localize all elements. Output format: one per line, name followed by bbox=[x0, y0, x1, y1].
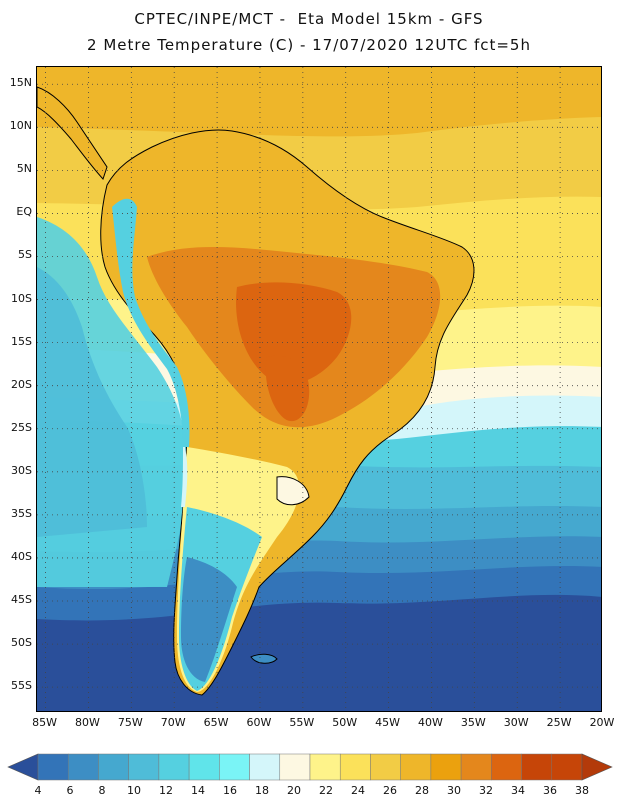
colorbar-box bbox=[551, 753, 583, 781]
colorbar-tick-label: 10 bbox=[127, 784, 141, 797]
colorbar-tick-label: 22 bbox=[319, 784, 333, 797]
colorbar-tick-label: 8 bbox=[98, 784, 106, 797]
lon-label: 75W bbox=[117, 716, 143, 729]
field-andes-ridge bbox=[112, 198, 190, 447]
lat-label: 5N bbox=[16, 162, 32, 176]
lon-label: 85W bbox=[32, 716, 57, 729]
lon-label: 50W bbox=[332, 716, 358, 729]
colorbar-left-arrow bbox=[7, 753, 39, 781]
colorbar-tick-label: 12 bbox=[159, 784, 173, 797]
falkland-islands bbox=[250, 653, 278, 664]
lat-label: 15N bbox=[9, 76, 32, 90]
lat-label: 45S bbox=[11, 593, 32, 607]
colorbar-box bbox=[37, 753, 69, 781]
colorbar-box bbox=[309, 753, 341, 781]
colorbar-box bbox=[400, 753, 432, 781]
colorbar-box bbox=[249, 753, 281, 781]
lon-label: 45W bbox=[375, 716, 401, 729]
colorbar-right-arrow bbox=[581, 753, 613, 781]
field-hot-pantanal bbox=[265, 355, 310, 422]
colorbar-tick-label: 4 bbox=[34, 784, 42, 797]
field-patagonia-cold bbox=[181, 557, 237, 682]
colorbar-tick-label: 28 bbox=[415, 784, 429, 797]
lon-label: 35W bbox=[460, 716, 486, 729]
colorbar-box bbox=[460, 753, 492, 781]
lat-label: 35S bbox=[11, 506, 32, 520]
lat-label: 25S bbox=[11, 420, 32, 434]
colorbar-tick-label: 26 bbox=[383, 784, 397, 797]
colorbar-boxes bbox=[7, 753, 613, 781]
field-pacific-cooler bbox=[37, 267, 147, 537]
lat-label: 55S bbox=[11, 679, 32, 693]
uruguay-region bbox=[276, 476, 310, 506]
colorbar-box bbox=[67, 753, 99, 781]
lat-label: 40S bbox=[11, 549, 32, 563]
colorbar-box bbox=[219, 753, 250, 781]
lon-label: 80W bbox=[75, 716, 100, 729]
colorbar-box bbox=[98, 753, 129, 781]
lat-label: 30S bbox=[11, 463, 32, 477]
central-america-landmass bbox=[37, 86, 108, 180]
lat-label: 10S bbox=[11, 291, 32, 305]
colorbar-box bbox=[339, 753, 371, 781]
lon-label: 65W bbox=[203, 716, 229, 729]
lat-label: 10N bbox=[9, 119, 32, 133]
temperature-colorbar bbox=[7, 753, 613, 781]
colorbar-box bbox=[188, 753, 220, 781]
lon-label: 20W bbox=[589, 716, 615, 729]
colorbar-tick-label: 24 bbox=[351, 784, 365, 797]
colorbar-tick-label: 18 bbox=[255, 784, 269, 797]
colorbar-tick-label: 30 bbox=[447, 784, 461, 797]
colorbar-box bbox=[430, 753, 462, 781]
colorbar-tick-label: 34 bbox=[511, 784, 525, 797]
title-line-2: 2 Metre Temperature (C) - 17/07/2020 12U… bbox=[87, 36, 531, 54]
map-panel[interactable] bbox=[36, 66, 602, 712]
lon-label: 25W bbox=[546, 716, 572, 729]
colorbar-box bbox=[491, 753, 522, 781]
colorbar-box bbox=[128, 753, 160, 781]
lon-label: 40W bbox=[418, 716, 443, 729]
lon-label: 55W bbox=[289, 716, 315, 729]
colorbar-tick-label: 36 bbox=[543, 784, 557, 797]
lon-label: 30W bbox=[503, 716, 529, 729]
map-title: CPTEC/INPE/MCT - Eta Model 15km - GFS 2 … bbox=[0, 6, 618, 58]
lat-label: 15S bbox=[11, 334, 32, 348]
colorbar-tick-label: 38 bbox=[575, 784, 589, 797]
lat-label: 5S bbox=[18, 248, 32, 262]
colorbar-tick-label: 6 bbox=[66, 784, 74, 797]
field-hottest-core bbox=[236, 282, 352, 385]
colorbar-tick-label: 20 bbox=[287, 784, 301, 797]
title-line-1: CPTEC/INPE/MCT - Eta Model 15km - GFS bbox=[134, 10, 484, 28]
lon-label: 60W bbox=[246, 716, 272, 729]
lat-label: EQ bbox=[16, 205, 32, 219]
colorbar-box bbox=[279, 753, 311, 781]
lat-label: 50S bbox=[11, 636, 32, 650]
colorbar-box bbox=[521, 753, 553, 781]
colorbar-box bbox=[158, 753, 190, 781]
colorbar-tick-label: 32 bbox=[479, 784, 493, 797]
temperature-map bbox=[37, 67, 601, 711]
colorbar-tick-label: 14 bbox=[191, 784, 205, 797]
field-andes-south bbox=[181, 447, 188, 507]
colorbar-box bbox=[370, 753, 401, 781]
lon-label: 70W bbox=[160, 716, 186, 729]
colorbar-tick-label: 16 bbox=[223, 784, 237, 797]
lat-label: 20S bbox=[11, 377, 32, 391]
